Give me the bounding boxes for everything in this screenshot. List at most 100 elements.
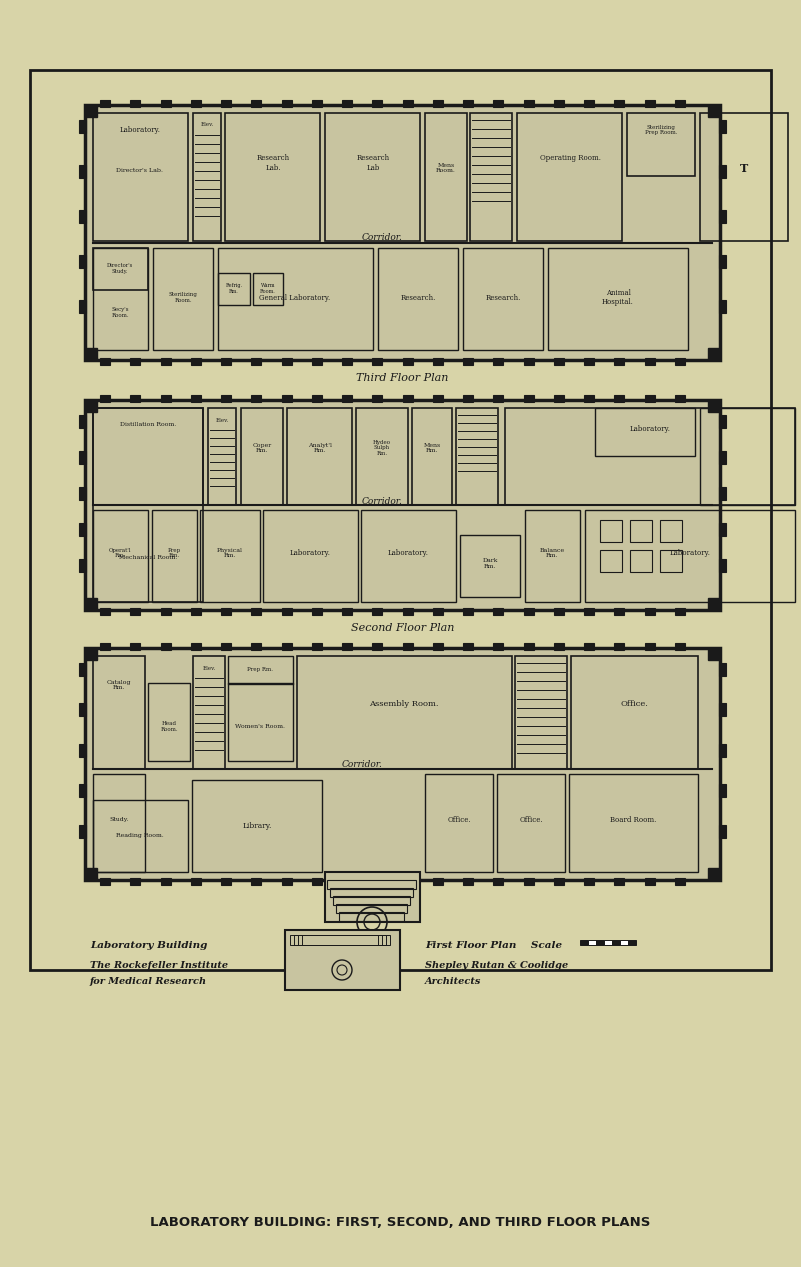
Bar [425, 113, 467, 241]
Text: Research.: Research. [485, 294, 521, 302]
Text: for Medical Research: for Medical Research [90, 978, 207, 987]
Bar [553, 878, 564, 886]
Bar [85, 400, 97, 412]
Bar [553, 642, 564, 650]
Text: Women's Room.: Women's Room. [235, 725, 285, 730]
Text: Secy's
Room.: Secy's Room. [111, 308, 129, 318]
Bar [460, 535, 520, 597]
Bar [79, 451, 86, 464]
Bar [79, 784, 86, 797]
Text: Reading Room.: Reading Room. [116, 834, 164, 839]
Bar [719, 703, 726, 716]
Bar [131, 878, 140, 886]
Text: Analyt'l
Rm.: Analyt'l Rm. [308, 442, 332, 454]
Bar [325, 872, 420, 922]
Text: T: T [740, 162, 748, 174]
Text: Warm
Room.: Warm Room. [260, 284, 276, 294]
Bar [630, 519, 652, 542]
Bar [336, 903, 407, 914]
Text: Research.: Research. [400, 294, 436, 302]
Bar [191, 395, 201, 402]
Bar [571, 656, 698, 769]
Bar [645, 642, 654, 650]
Bar [402, 359, 413, 365]
Bar [524, 100, 533, 106]
Bar [281, 100, 292, 106]
Bar [553, 608, 564, 614]
Bar [700, 408, 795, 506]
Bar [553, 359, 564, 365]
Text: Director's
Study.: Director's Study. [107, 264, 133, 274]
Bar [493, 359, 503, 365]
Text: Physical
Rm.: Physical Rm. [217, 547, 243, 559]
Text: Balance
Rm.: Balance Rm. [539, 547, 565, 559]
Bar [493, 100, 503, 106]
Bar [298, 935, 382, 945]
Text: The Rockefeller Institute: The Rockefeller Institute [90, 960, 228, 969]
Bar [131, 395, 140, 402]
Bar [719, 451, 726, 464]
Bar [433, 359, 443, 365]
Bar [493, 608, 503, 614]
Bar [614, 100, 624, 106]
Bar [93, 774, 145, 872]
Bar [708, 105, 720, 117]
Bar [525, 511, 580, 602]
Bar [463, 395, 473, 402]
Bar [627, 113, 695, 176]
Bar [79, 165, 86, 177]
Bar [192, 780, 322, 872]
Text: Shepley Rutan & Coolidge: Shepley Rutan & Coolidge [425, 960, 568, 969]
Bar [628, 940, 636, 945]
Bar [600, 550, 622, 571]
Bar [191, 100, 201, 106]
Bar [85, 105, 720, 360]
Text: Distillation Room.: Distillation Room. [120, 422, 176, 427]
Text: Refrig.
Rm.: Refrig. Rm. [225, 284, 243, 294]
Bar [160, 100, 171, 106]
Bar [433, 878, 443, 886]
Bar [85, 647, 720, 881]
Bar [361, 511, 456, 602]
Bar [342, 608, 352, 614]
Bar [569, 774, 698, 872]
Bar [79, 255, 86, 269]
Bar [85, 598, 97, 609]
Bar [79, 744, 86, 756]
Bar [580, 940, 588, 945]
Bar [93, 408, 203, 602]
Bar [85, 647, 97, 660]
Bar [225, 113, 320, 241]
Text: Corridor.: Corridor. [342, 760, 383, 769]
Bar [515, 656, 567, 769]
Bar [402, 608, 413, 614]
Bar [372, 608, 382, 614]
Bar [719, 300, 726, 313]
Bar [221, 100, 231, 106]
Bar [252, 608, 261, 614]
Text: Corridor.: Corridor. [362, 233, 403, 242]
Text: Head
Room.: Head Room. [160, 721, 178, 732]
Bar [79, 487, 86, 500]
Bar [719, 663, 726, 677]
Bar [463, 642, 473, 650]
Bar [297, 656, 512, 769]
Bar [285, 930, 400, 990]
Bar [218, 248, 373, 350]
Bar [588, 940, 596, 945]
Bar [595, 408, 695, 456]
Bar [342, 878, 352, 886]
Bar [719, 487, 726, 500]
Text: Second Floor Plan: Second Floor Plan [351, 623, 454, 634]
Bar [79, 825, 86, 837]
Bar [93, 656, 145, 769]
Text: Mens
Rm.: Mens Rm. [424, 442, 441, 454]
Bar [287, 408, 352, 506]
Bar [585, 511, 795, 602]
Text: Corridor.: Corridor. [362, 497, 403, 506]
Bar [456, 408, 498, 506]
Bar [85, 400, 720, 609]
Text: Laboratory.: Laboratory. [670, 549, 710, 557]
Bar [160, 359, 171, 365]
Bar [93, 799, 188, 872]
